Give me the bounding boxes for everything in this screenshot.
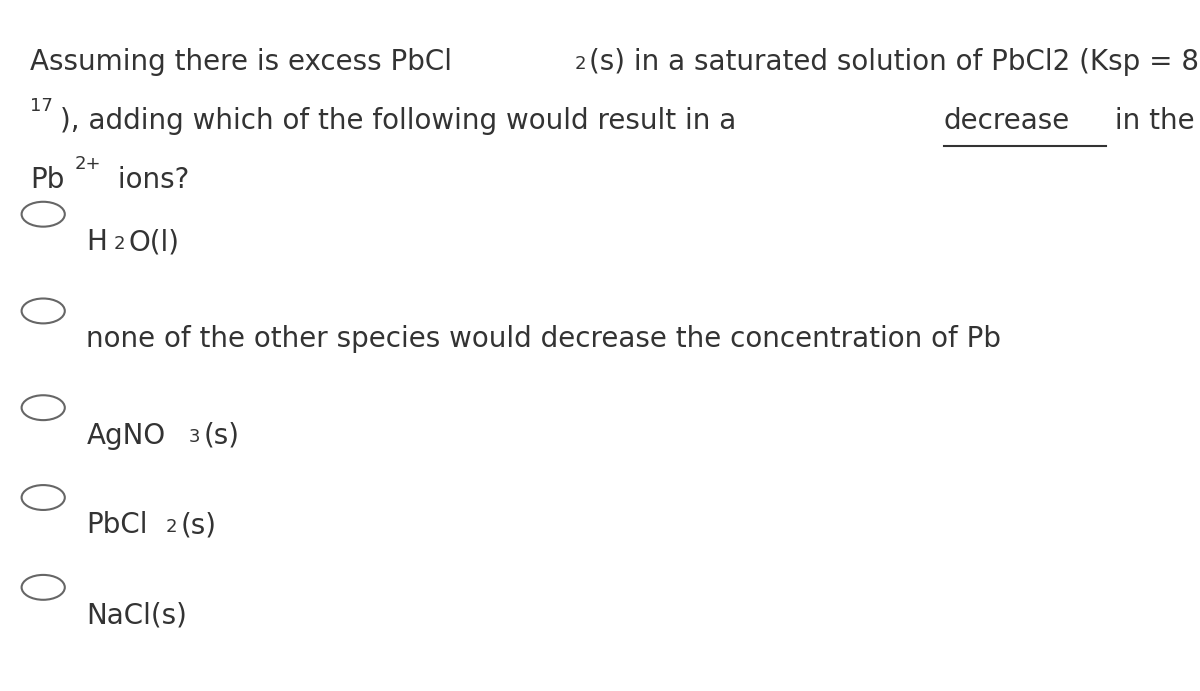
Text: PbCl: PbCl [86, 511, 148, 540]
Text: (s): (s) [180, 511, 216, 540]
Text: NaCl(s): NaCl(s) [86, 601, 187, 630]
Text: (s): (s) [203, 422, 239, 450]
Text: 2: 2 [113, 235, 125, 253]
Text: ), adding which of the following would result in a: ), adding which of the following would r… [60, 107, 745, 135]
Text: 2: 2 [166, 518, 178, 536]
Text: (s) in a saturated solution of PbCl2 (Ksp = 8.5 X 10: (s) in a saturated solution of PbCl2 (Ks… [589, 48, 1200, 77]
Text: 17: 17 [30, 97, 53, 115]
Text: 2: 2 [575, 55, 586, 73]
Text: none of the other species would decrease the concentration of Pb: none of the other species would decrease… [86, 325, 1001, 353]
Text: decrease: decrease [943, 107, 1069, 135]
Text: Pb: Pb [30, 166, 65, 194]
Text: H: H [86, 228, 107, 256]
Text: ions?: ions? [108, 166, 188, 194]
Text: 3: 3 [188, 428, 200, 446]
Text: Assuming there is excess PbCl: Assuming there is excess PbCl [30, 48, 452, 77]
Text: in the concentration of: in the concentration of [1106, 107, 1200, 135]
Text: AgNO: AgNO [86, 422, 166, 450]
Text: 2+: 2+ [74, 155, 101, 173]
Text: O(l): O(l) [128, 228, 179, 256]
